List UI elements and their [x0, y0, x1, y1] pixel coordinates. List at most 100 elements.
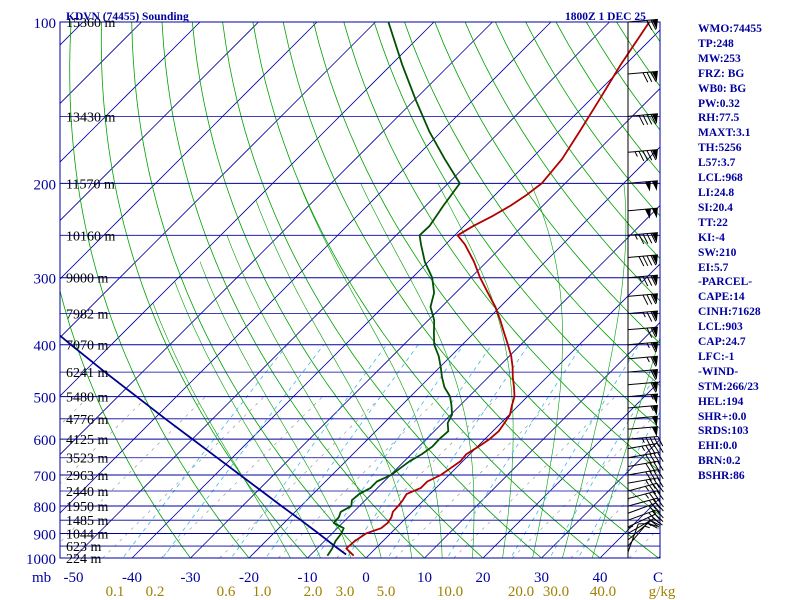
mixing-ratio-line: [549, 367, 660, 558]
wind-barb-flag: [649, 470, 656, 481]
wind-barb: [627, 469, 664, 482]
wind-barb: [627, 18, 658, 31]
wind-barb: [627, 113, 658, 126]
wind-barb: [627, 490, 664, 502]
moist-adiabat-line: [530, 183, 563, 558]
isotherm-guide-line: [336, 396, 499, 558]
wind-barb-flag: [646, 311, 653, 322]
wind-barb-staff: [627, 513, 656, 528]
wind-barb-staff: [627, 369, 658, 373]
valid-time: 1800Z 1 DEC 25: [565, 11, 646, 23]
dry-adiabat-line: [434, 22, 660, 344]
wind-barb-flag: [650, 382, 657, 393]
index-item: CAPE:14: [698, 291, 745, 304]
wind-barb-flag: [642, 233, 649, 244]
wind-barb-flag: [657, 469, 664, 480]
wind-barb-staff: [627, 469, 658, 476]
isotherm-line: [60, 22, 435, 397]
wind-barb-pennant: [651, 149, 658, 160]
wind-barb-flag: [642, 294, 649, 305]
wind-barb-staff: [627, 381, 658, 386]
wind-barb-half-flag: [638, 276, 642, 282]
wind-barb-pennant: [644, 208, 651, 219]
wind-barb-half-flag: [627, 525, 634, 529]
wind-barb-flag: [656, 482, 664, 493]
dry-adiabat-line: [100, 22, 309, 558]
wind-barb-half-flag: [634, 151, 638, 157]
wind-barb-staff: [627, 509, 657, 521]
height-label: 2440 m: [66, 485, 109, 500]
wind-barb-flag: [642, 276, 649, 287]
wind-barb-flag: [653, 436, 660, 447]
mixing-ratio-line: [387, 344, 530, 558]
wind-barb-staff: [627, 341, 658, 346]
isotherm-line: [365, 263, 660, 558]
station-title: KDVN (74455) Sounding: [66, 11, 189, 23]
pressure-tick-label: 800: [34, 500, 57, 516]
wind-barb-staff: [627, 518, 655, 534]
height-label: 1044 m: [66, 527, 109, 542]
wind-barb: [627, 254, 658, 267]
dry-adiabat-line: [495, 22, 660, 260]
wind-barb: [627, 180, 658, 192]
wind-barb-flag: [645, 437, 652, 448]
wind-barb: [627, 149, 658, 162]
isotherm-guide-line: [512, 409, 660, 558]
sounding-indices-panel: WMO:74455 TP:248 MW:253 FRZ: BG WB0: BG PW:0.…: [698, 22, 798, 484]
wind-barb-staff: [627, 232, 658, 236]
wind-barb-flag: [656, 497, 664, 508]
index-item: LI:24.8: [698, 186, 735, 199]
wind-barb-column: [627, 18, 664, 558]
wind-barb-flag: [653, 452, 660, 463]
index-item: BRN:0.2: [698, 455, 741, 468]
wind-barb-half-flag: [644, 525, 650, 529]
wind-barb-pennant: [651, 293, 658, 304]
wind-barb-staff: [627, 452, 658, 459]
moist-adiabat-line: [152, 303, 291, 558]
index-item: SRDS:103: [698, 425, 749, 438]
index-item: KI:-4: [698, 231, 725, 244]
index-item: BSHR:86: [698, 470, 745, 483]
wind-barb-half-flag: [634, 234, 638, 240]
wind-barb-flag: [652, 510, 660, 520]
isotherm-line: [190, 87, 660, 558]
wind-barb: [627, 293, 658, 305]
wind-barb-staff: [627, 426, 658, 430]
wind-barb-flag: [652, 499, 660, 509]
height-label: 623 m: [66, 540, 102, 555]
dry-adiabat-line: [131, 22, 367, 558]
mixing-ratio-tick-label: 40.0: [590, 584, 616, 600]
wind-barb-flag: [638, 151, 645, 162]
wind-barb-flag: [650, 342, 657, 353]
index-item: CINH:71628: [698, 306, 761, 319]
wind-barb-pennant: [651, 311, 658, 322]
dry-adiabat-line: [373, 22, 660, 430]
wind-barb-pennant: [651, 113, 658, 124]
index-item: TH:5256: [698, 142, 742, 155]
wind-barb: [627, 355, 658, 367]
isotherm-line: [541, 438, 660, 558]
isotherm-line: [73, 22, 610, 558]
height-label: 6241 m: [66, 366, 109, 381]
wind-barb-pennant: [651, 180, 658, 191]
temperature-tick-label: 0: [362, 570, 370, 586]
index-item: LCL:968: [698, 172, 743, 185]
wind-barb: [627, 426, 658, 437]
mixing-ratio-line: [162, 344, 325, 558]
mixing-ratio-tick-label: 3.0: [336, 584, 355, 600]
isobar-lines: [59, 21, 661, 559]
temperature-tick-label: 30: [534, 570, 549, 586]
isotherm-line: [60, 22, 493, 456]
index-item: CAP:24.7: [698, 336, 746, 349]
wind-barb-pennant: [651, 19, 658, 30]
index-item: -PARCEL-: [698, 276, 753, 289]
wind-barb: [627, 460, 664, 473]
index-item: WMO:74455: [698, 23, 762, 35]
wind-barb-flag: [650, 19, 657, 30]
wind-barb-flag: [648, 505, 657, 515]
pressure-tick-label: 500: [34, 391, 57, 407]
height-label: 2963 m: [66, 469, 109, 484]
wind-barb-pennant: [651, 342, 658, 353]
wind-barb-flag: [645, 471, 652, 482]
